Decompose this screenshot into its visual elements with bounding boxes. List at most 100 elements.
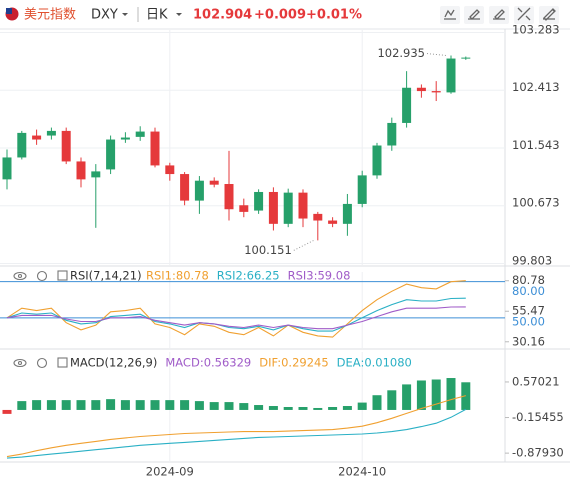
tool-button[interactable] [464, 6, 484, 24]
tool-button[interactable] [514, 6, 534, 24]
macd-bar [431, 379, 441, 410]
y-tick-label: 30.16 [512, 334, 545, 348]
x-tick-label: 2024-09 [146, 465, 194, 479]
y-tick-label: 102.413 [512, 80, 560, 94]
candle-body [32, 135, 42, 140]
y-tick-label: -0.87930 [512, 446, 564, 460]
macd-line [6, 408, 467, 459]
candle-body [268, 191, 278, 224]
annotation-leader [426, 53, 448, 57]
candle-body [387, 122, 397, 146]
candle-body [372, 145, 382, 176]
candle-body [46, 130, 56, 136]
tool-icon [517, 7, 531, 21]
gear-icon[interactable] [36, 357, 48, 369]
annotation-leader [293, 239, 315, 251]
legend-entry: MACD:0.56329 [165, 356, 251, 370]
panel-icon[interactable] [57, 357, 68, 368]
eye-icon[interactable] [13, 358, 27, 368]
macd-bar [2, 409, 12, 414]
candle-body [61, 130, 71, 162]
eye-icon[interactable] [13, 271, 27, 281]
tool-button[interactable] [489, 6, 509, 24]
legend-entry: DIF:0.29245 [259, 356, 328, 370]
candle-body [342, 203, 352, 224]
candle-body [76, 161, 86, 180]
dropdown-arrow [176, 13, 182, 16]
candle-body [135, 131, 145, 137]
gear-icon[interactable] [36, 270, 48, 282]
reference-label: 50.00 [512, 315, 545, 329]
macd-line [6, 395, 466, 458]
y-tick-label: 55.47 [512, 304, 545, 318]
candle-body [313, 213, 323, 221]
plot-layer: 103.283 102.413 101.543 100.673 99.803 2024-0… [0, 22, 564, 479]
panel-title: RSI(7,14,21) [70, 269, 142, 283]
annotation: 102.935 [377, 46, 425, 60]
y-tick-label: -0.15455 [512, 410, 564, 424]
legend-entry: RSI3:59.08 [288, 269, 351, 283]
price: 102.904 [193, 8, 252, 23]
macd-bar [446, 378, 456, 410]
tool-icon [493, 9, 505, 20]
eye-icon [17, 273, 23, 279]
macd-bar [342, 406, 352, 410]
tool-button[interactable] [539, 6, 559, 24]
y-tick-label: 80.78 [512, 273, 545, 287]
macd-bar [416, 380, 426, 410]
candle-body [150, 131, 160, 166]
candle-body [357, 175, 367, 204]
candle-body [254, 191, 264, 211]
candle-body [91, 171, 101, 178]
legend-entry: DEA:0.01080 [337, 356, 412, 370]
candle-body [461, 57, 471, 59]
macd-bar [32, 400, 42, 410]
candle-body [194, 180, 204, 201]
macd-bar [194, 401, 204, 410]
candle-body [431, 91, 441, 93]
interval[interactable]: 日K [146, 8, 168, 23]
macd-bar [239, 403, 249, 410]
y-tick-label: 99.803 [512, 254, 552, 268]
candle-body [446, 58, 456, 93]
candle-body [17, 132, 27, 158]
tool-icon [468, 9, 480, 20]
macd-bar [76, 400, 86, 410]
macd-bar [357, 402, 367, 410]
candle-body [120, 137, 130, 140]
tool-button[interactable] [440, 6, 460, 24]
candle-body [106, 139, 116, 170]
macd-bar [224, 402, 234, 410]
candle-body [2, 157, 12, 180]
candle-body [180, 174, 190, 201]
candle-body [298, 192, 308, 219]
flag-canton [6, 8, 12, 14]
macd-bar [17, 401, 27, 410]
y-tick-label: 103.283 [512, 22, 560, 36]
macd-bar [298, 407, 308, 410]
macd-bar [328, 407, 338, 410]
macd-bar [91, 400, 101, 410]
tool-icon [444, 9, 456, 20]
macd-bar [402, 384, 412, 410]
header: 美元指数 DXY 日K 102.904 +0.009 +0.01% [5, 6, 559, 24]
candle-body [239, 205, 249, 212]
candle-body [224, 184, 234, 210]
y-tick-label: 0.57021 [512, 374, 560, 388]
instrument-name[interactable]: 美元指数 [24, 8, 76, 23]
y-tick-label: 101.543 [512, 138, 560, 152]
panel-icon[interactable] [57, 270, 68, 281]
candle-body [416, 87, 426, 92]
macd-bar [372, 395, 382, 410]
eye-icon [17, 360, 23, 366]
change-percent: +0.01% [306, 8, 362, 23]
macd-bar [165, 400, 175, 410]
x-tick-label: 2024-10 [338, 465, 386, 479]
candle-body [328, 220, 338, 224]
instrument-symbol[interactable]: DXY [91, 8, 118, 23]
macd-bar [268, 406, 278, 410]
macd-bar [283, 407, 293, 410]
candle-body [283, 192, 293, 224]
macd-bar [150, 400, 160, 410]
macd-bar [46, 400, 56, 410]
